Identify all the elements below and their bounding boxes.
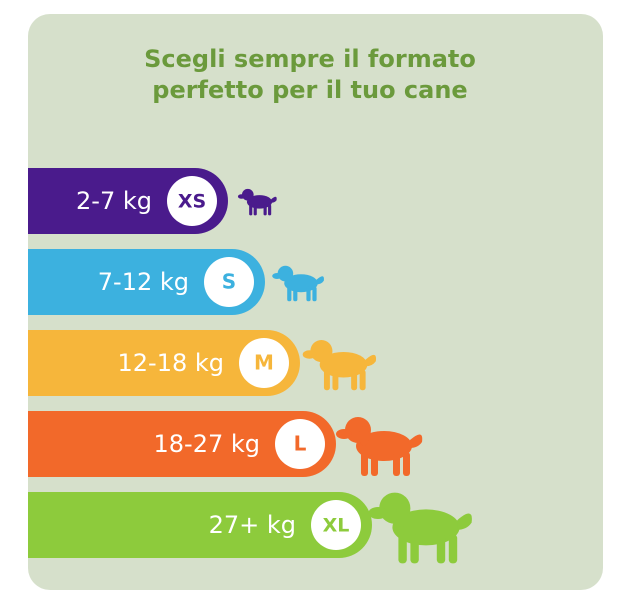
title-line: perfetto per il tuo cane xyxy=(152,76,467,104)
dog-ear xyxy=(322,347,331,365)
dog-ear xyxy=(248,192,253,202)
dog-leg xyxy=(359,369,366,391)
dog-ear xyxy=(396,503,408,528)
size-label: M xyxy=(254,351,274,375)
dog-tail xyxy=(457,513,472,530)
dog-leg xyxy=(249,204,253,216)
size-badge xyxy=(167,176,217,226)
dog-icon xyxy=(302,340,377,391)
size-bar xyxy=(28,492,372,558)
size-bar xyxy=(28,249,265,315)
size-bar xyxy=(28,330,300,396)
title-line: Scegli sempre il formato xyxy=(144,45,476,73)
size-bar xyxy=(28,411,336,477)
dog-leg xyxy=(312,286,317,302)
dog-leg xyxy=(403,452,410,476)
size-label: S xyxy=(222,270,236,294)
weight-label: 18-27 kg xyxy=(154,430,261,458)
size-label: XL xyxy=(323,515,350,537)
weight-label: 12-18 kg xyxy=(118,349,225,377)
dog-snout xyxy=(368,507,388,519)
dog-snout xyxy=(237,194,246,199)
dog-tail xyxy=(410,434,423,448)
size-badge xyxy=(275,419,325,469)
dog-leg xyxy=(332,369,339,391)
size-badge xyxy=(239,338,289,388)
dog-tail xyxy=(316,276,324,285)
dog-leg xyxy=(361,452,368,476)
dog-leg xyxy=(410,534,419,564)
dog-leg xyxy=(263,204,267,216)
dog-icon xyxy=(336,417,423,476)
size-label: L xyxy=(294,432,307,456)
dog-icon xyxy=(368,492,472,564)
dog-leg xyxy=(293,286,298,302)
dog-leg xyxy=(253,204,257,216)
weight-label: 2-7 kg xyxy=(76,187,152,215)
dog-ear xyxy=(286,271,292,284)
dog-snout xyxy=(336,429,352,439)
dog-leg xyxy=(268,204,272,216)
size-badge xyxy=(311,500,361,550)
dog-leg xyxy=(448,534,458,564)
dog-icon xyxy=(272,265,324,302)
dog-leg xyxy=(398,534,407,564)
dog-leg xyxy=(371,452,378,476)
dog-ear xyxy=(359,426,369,446)
dog-leg xyxy=(436,534,446,564)
dog-tail xyxy=(365,354,377,367)
size-label: XS xyxy=(178,191,206,213)
dog-icon xyxy=(237,188,277,216)
dog-leg xyxy=(306,286,311,302)
dog-leg xyxy=(323,369,330,391)
dog-leg xyxy=(287,286,292,302)
dog-snout xyxy=(302,350,317,359)
dog-leg xyxy=(393,452,400,476)
dog-tail xyxy=(271,196,277,203)
weight-label: 27+ kg xyxy=(209,511,296,539)
dog-leg xyxy=(351,369,358,391)
size-badge xyxy=(204,257,254,307)
weight-label: 7-12 kg xyxy=(98,268,189,296)
dog-snout xyxy=(272,273,282,279)
